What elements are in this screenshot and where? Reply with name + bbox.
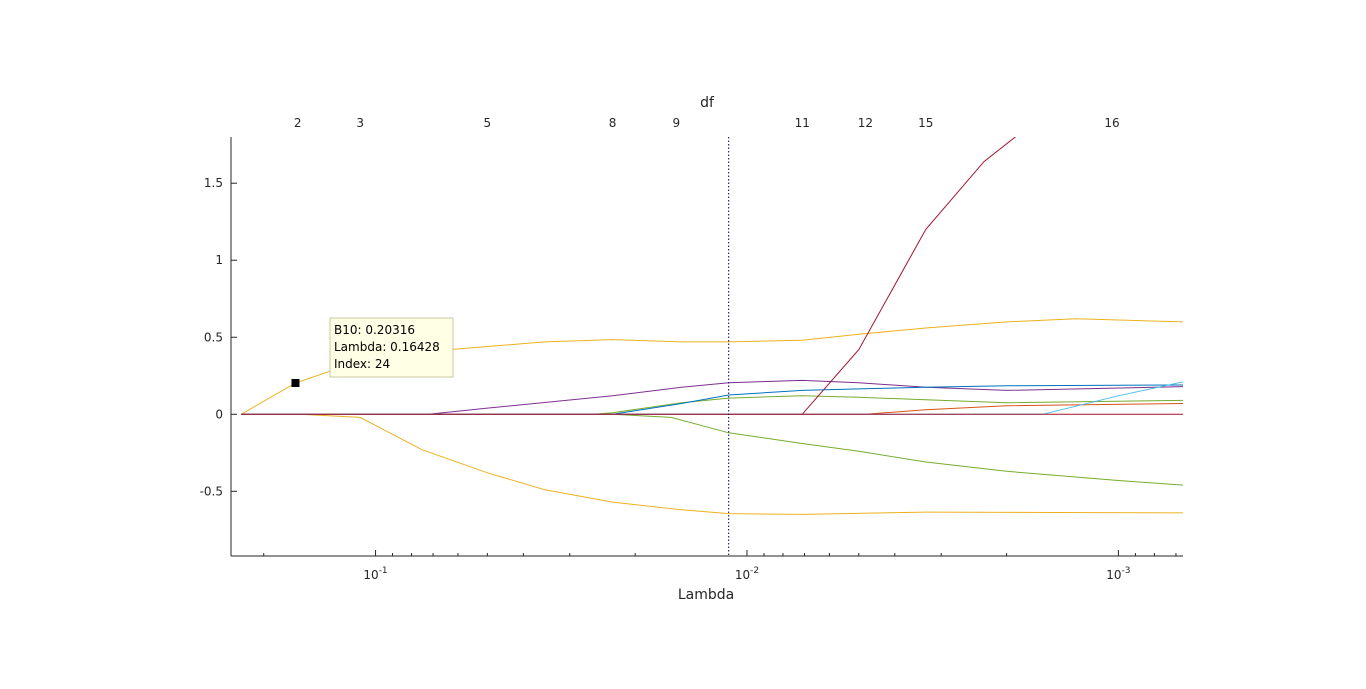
- x-axis-label: Lambda: [678, 587, 734, 603]
- y-tick-label: 1.5: [204, 176, 223, 190]
- y-tick-label: -0.5: [200, 484, 223, 498]
- df-tick-label: 12: [858, 116, 873, 130]
- series-line-5: [241, 413, 1183, 486]
- y-ticks: 1.5 1 0.5 0 -0.5: [200, 176, 237, 498]
- series-line-2: [241, 413, 1183, 515]
- datatip[interactable]: B10: 0.20316 Lambda: 0.16428 Index: 24: [291, 317, 454, 387]
- axes: [230, 137, 1183, 557]
- df-tick-label: 11: [795, 116, 810, 130]
- df-tick-label: 8: [609, 116, 617, 130]
- df-tick-label: 3: [356, 116, 364, 130]
- datatip-line: Lambda: 0.16428: [334, 340, 440, 354]
- x-tick-label: 10-3: [1106, 566, 1130, 582]
- y-tick-label: 0: [215, 407, 223, 421]
- df-tick-label: 15: [918, 116, 933, 130]
- df-tick-label: 9: [672, 116, 680, 130]
- series-line-4: [241, 395, 1183, 415]
- datatip-marker[interactable]: [291, 378, 300, 387]
- datatip-box: [329, 317, 454, 378]
- df-ticks: 2 3 5 8 9 11 12 15 16: [294, 116, 1120, 130]
- y-tick-label: 1: [215, 253, 223, 267]
- df-tick-label: 5: [484, 116, 492, 130]
- y-tick-label: 0.5: [204, 330, 223, 344]
- series-line-6: [241, 384, 1183, 415]
- x-tick-label: 10-2: [735, 566, 759, 582]
- top-axis-label: df: [700, 95, 715, 111]
- df-tick-label: 16: [1104, 116, 1119, 130]
- df-tick-label: 2: [294, 116, 302, 130]
- datatip-line: Index: 24: [334, 357, 390, 371]
- series-line-8: [241, 403, 1183, 415]
- series-lines: [240, 137, 1183, 515]
- datatip-line: B10: 0.20316: [334, 323, 415, 337]
- x-tick-label: 10-1: [363, 566, 387, 582]
- x-ticks: 10-1 10-2 10-3: [263, 550, 1177, 582]
